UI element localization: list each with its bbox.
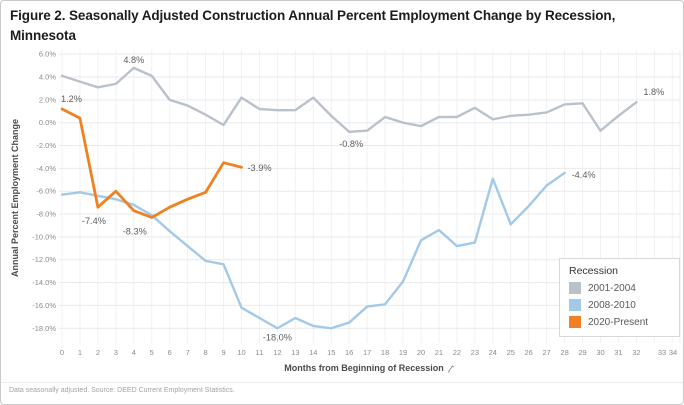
data-label: -3.9% — [248, 163, 272, 173]
legend: Recession 2001-2004 2008-2010 2020-Present — [559, 258, 680, 337]
y-tick-label: 6.0% — [39, 50, 56, 59]
data-label: -4.4% — [572, 170, 596, 180]
legend-item-label: 2020-Present — [588, 316, 649, 328]
x-tick-label: 0 — [60, 348, 64, 357]
x-tick-label: 25 — [507, 348, 515, 357]
legend-swatch — [569, 299, 581, 311]
x-tick-label: 5 — [150, 348, 154, 357]
y-tick-label: 0.0% — [39, 118, 56, 127]
x-tick-label: 2 — [96, 348, 100, 357]
y-axis-title: Annual Percent Employment Change — [10, 118, 20, 278]
x-axis-title-label: Months from Beginning of Recession — [284, 363, 444, 373]
legend-items: 2001-2004 2008-2010 2020-Present — [569, 282, 671, 328]
x-tick-label: 10 — [237, 348, 245, 357]
series-line-2008-2010[interactable] — [60, 171, 566, 330]
x-tick-label: 1 — [78, 348, 82, 357]
x-tick-label: 14 — [309, 348, 317, 357]
y-tick-label: 4.0% — [39, 73, 56, 82]
x-axis-title: Months from Beginning of Recession — [59, 363, 680, 373]
y-tick-label: -14.0% — [32, 278, 56, 287]
legend-item-2008-2010[interactable]: 2008-2010 — [569, 299, 671, 311]
series-line-2001-2004[interactable] — [60, 66, 638, 134]
x-tick-label: 27 — [542, 348, 550, 357]
series-line-2020-Present[interactable] — [60, 107, 243, 219]
x-tick-label: 17 — [363, 348, 371, 357]
x-tick-label: 4 — [132, 348, 136, 357]
y-tick-label: -12.0% — [32, 255, 56, 264]
x-tick-label: 23 — [471, 348, 479, 357]
data-label: -7.4% — [82, 216, 106, 226]
y-tick-label: -16.0% — [32, 301, 56, 310]
x-tick-label: 7 — [186, 348, 190, 357]
x-tick-label: 31 — [614, 348, 622, 357]
y-tick-label: -4.0% — [36, 164, 56, 173]
x-tick-label: 9 — [221, 348, 225, 357]
y-tick-label: -18.0% — [32, 324, 56, 333]
legend-item-label: 2001-2004 — [588, 282, 636, 294]
legend-item-2001-2004[interactable]: 2001-2004 — [569, 282, 671, 294]
data-label: -18.0% — [263, 332, 292, 342]
chart-title-line1: Figure 2. Seasonally Adjusted Constructi… — [10, 8, 616, 23]
source-caption: Data seasonally adjusted. Source: DEED C… — [9, 387, 235, 394]
legend-item-2020-Present[interactable]: 2020-Present — [569, 316, 671, 328]
x-tick-label: 28 — [560, 348, 568, 357]
data-label: -0.8% — [339, 139, 363, 149]
data-label: 1.8% — [643, 87, 664, 97]
data-label: 4.8% — [123, 55, 144, 65]
y-tick-label: -6.0% — [36, 187, 56, 196]
x-tick-label: 18 — [381, 348, 389, 357]
caption-bar: Data seasonally adjusted. Source: DEED C… — [1, 382, 683, 404]
legend-item-label: 2008-2010 — [588, 299, 636, 311]
x-tick-label: 15 — [327, 348, 335, 357]
x-tick-label: 8 — [204, 348, 208, 357]
x-tick-label: 16 — [345, 348, 353, 357]
x-tick-label: 13 — [291, 348, 299, 357]
x-tick-label: 3 — [114, 348, 118, 357]
data-label: -8.3% — [123, 226, 147, 236]
x-tick-label: 30 — [596, 348, 604, 357]
chart-title: Figure 2. Seasonally Adjusted Constructi… — [10, 6, 675, 45]
x-tick-label: 29 — [578, 348, 586, 357]
x-tick-label: 24 — [489, 348, 497, 357]
x-tick-label: 12 — [273, 348, 281, 357]
sort-icon[interactable] — [447, 364, 455, 373]
x-tick-label: 34 — [669, 348, 677, 357]
x-tick-label: 22 — [453, 348, 461, 357]
x-tick-label: 20 — [417, 348, 425, 357]
x-tick-label: 6 — [168, 348, 172, 357]
chart-title-line2: Minnesota — [10, 27, 76, 43]
legend-swatch — [569, 316, 581, 328]
y-tick-label: -2.0% — [36, 141, 56, 150]
legend-swatch — [569, 282, 581, 294]
y-tick-label: -10.0% — [32, 232, 56, 241]
x-tick-label: 32 — [632, 348, 640, 357]
x-tick-label: 33 — [658, 348, 666, 357]
x-tick-label: 21 — [435, 348, 443, 357]
x-tick-label: 19 — [399, 348, 407, 357]
y-tick-label: -8.0% — [36, 210, 56, 219]
x-tick-label: 26 — [525, 348, 533, 357]
data-label: 1.2% — [61, 94, 82, 104]
y-tick-label: 2.0% — [39, 95, 56, 104]
x-tick-label: 11 — [256, 348, 264, 357]
legend-title: Recession — [569, 265, 619, 277]
